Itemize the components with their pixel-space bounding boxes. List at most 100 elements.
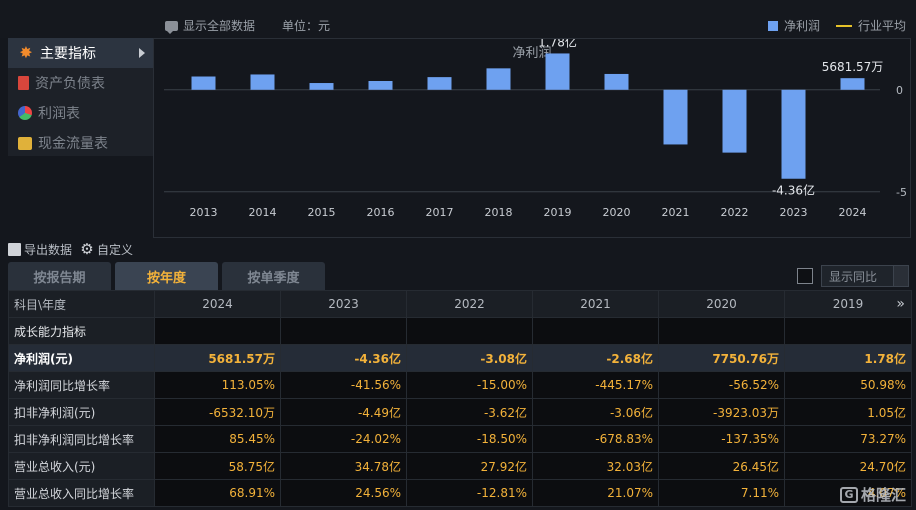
table-cell: 21.07% (532, 479, 659, 507)
table-cell: -3923.03万 (658, 398, 785, 426)
bar-chart-svg: 0 -5 净利润 2013 2014 2015 2016 2017 2018 2019 2020 20… (164, 34, 907, 248)
x-tick-label: 2018 (485, 206, 513, 219)
show-yoy-label: 显示同比 (829, 269, 878, 284)
star-icon: ✸ (19, 43, 33, 62)
table-cell: 85.45% (154, 425, 281, 453)
column-header[interactable]: 2022 (406, 290, 533, 318)
table-cell: -24.02% (280, 425, 407, 453)
chart-legend: 净利润 行业平均 (767, 17, 906, 34)
show-all-data-label: 显示全部数据 (183, 19, 256, 33)
row-label: 扣非净利润(元) (8, 398, 155, 426)
x-tick-label: 2013 (190, 206, 218, 219)
y-tick-label: 0 (896, 84, 903, 97)
column-header-label: 2019 (832, 297, 864, 311)
tab-by-report-period[interactable]: 按报告期 (8, 262, 111, 290)
table-cell: -4.49亿 (280, 398, 407, 426)
table-cell: 5681.57万 (154, 344, 281, 372)
table-cell (658, 317, 785, 345)
x-tick-label: 2022 (721, 206, 749, 219)
table-row: 营业总收入(元) 58.75亿 34.78亿 27.92亿 32.03亿 26.45亿 24… (8, 452, 912, 480)
table-cell: 27.92亿 (406, 452, 533, 480)
document-icon (18, 76, 29, 90)
export-icon (8, 242, 21, 256)
tab-by-year[interactable]: 按年度 (115, 262, 218, 290)
table-cell: -3.06亿 (532, 398, 659, 426)
table-cell: -2.68亿 (532, 344, 659, 372)
bar (781, 89, 806, 179)
bar (486, 68, 511, 90)
legend-bar-swatch (767, 20, 778, 31)
table-cell: -18.50% (406, 425, 533, 453)
table-cell: 1.05亿 (784, 398, 912, 426)
export-data-button[interactable]: 导出数据 (8, 241, 72, 258)
net-profit-chart: 0 -5 净利润 2013 2014 2015 2016 2017 2018 2019 2020 20… (153, 34, 911, 248)
sidebar-item-income-statement[interactable]: 利润表 (8, 98, 153, 128)
sidebar-item-cash-flow[interactable]: 现金流量表 (8, 128, 153, 158)
x-tick-label: 2021 (662, 206, 690, 219)
financial-table: 科目\年度 2024 2023 2022 2021 2020 2019 » 成长… (8, 290, 912, 507)
row-label: 净利润(元) (8, 344, 155, 372)
customize-button[interactable]: ⚙ 自定义 (80, 241, 133, 258)
export-label: 导出数据 (24, 242, 73, 257)
yoy-checkbox[interactable] (797, 268, 813, 284)
table-cell: 32.03亿 (532, 452, 659, 480)
tab-by-quarter[interactable]: 按单季度 (222, 262, 325, 290)
table-row: 净利润同比增长率 113.05% -41.56% -15.00% -445.17% -56… (8, 371, 912, 399)
show-yoy-dropdown[interactable]: 显示同比 (821, 265, 909, 287)
sidebar-item-main-indicators[interactable]: ✸ 主要指标 (8, 38, 153, 68)
row-label: 扣非净利润同比增长率 (8, 425, 155, 453)
double-chevron-right-icon[interactable]: » (896, 296, 905, 312)
sidebar-item-label: 利润表 (38, 106, 80, 122)
table-cell (154, 317, 281, 345)
sidebar-item-label: 主要指标 (40, 46, 96, 62)
watermark-text: 格隆汇 (861, 486, 907, 504)
chevron-right-icon (139, 48, 145, 58)
x-tick-label: 2023 (780, 206, 808, 219)
legend-line-swatch (835, 24, 852, 27)
column-header[interactable]: 2020 (658, 290, 785, 318)
data-label: -4.36亿 (772, 183, 815, 198)
x-tick-label: 2014 (249, 206, 277, 219)
logo-icon: G (840, 486, 858, 503)
gear-icon: ⚙ (80, 240, 94, 258)
table-row: 净利润(元) 5681.57万 -4.36亿 -3.08亿 -2.68亿 7750.76万… (8, 344, 912, 372)
bar (604, 73, 629, 90)
table-cell: -41.56% (280, 371, 407, 399)
data-label: 1.78亿 (538, 39, 577, 49)
column-header[interactable]: 2019 » (784, 290, 912, 318)
table-cell: 4.07% (784, 479, 912, 507)
table-cell: -678.83% (532, 425, 659, 453)
x-tick-label: 2019 (544, 206, 572, 219)
yoy-controls: 显示同比 (797, 265, 909, 287)
header-label: 科目\年度 (8, 290, 155, 318)
sidebar-item-label: 资产负债表 (35, 76, 105, 92)
table-cell: -12.81% (406, 479, 533, 507)
bar (427, 77, 452, 90)
section-row: 成长能力指标 (8, 317, 912, 345)
watermark-logo: G 格隆汇 (840, 484, 906, 505)
show-all-data-button[interactable]: 显示全部数据 (165, 17, 255, 34)
table-cell: -6532.10万 (154, 398, 281, 426)
table-row: 扣非净利润同比增长率 85.45% -24.02% -18.50% -678.83% -1… (8, 425, 912, 453)
comment-icon (165, 20, 178, 34)
table-cell (406, 317, 533, 345)
column-header[interactable]: 2021 (532, 290, 659, 318)
top-toolbar: 显示全部数据 单位：元 净利润 行业平均 (0, 0, 916, 38)
y-tick-label: -5 (896, 186, 907, 199)
dropdown-handle[interactable] (893, 265, 909, 287)
table-cell: 68.91% (154, 479, 281, 507)
table-cell: -445.17% (532, 371, 659, 399)
table-cell: -137.35% (658, 425, 785, 453)
table-header-row: 科目\年度 2024 2023 2022 2021 2020 2019 » (8, 290, 912, 318)
table-cell: 58.75亿 (154, 452, 281, 480)
table-cell: -4.36亿 (280, 344, 407, 372)
legend-bar-label: 净利润 (783, 19, 820, 33)
period-tabs: 按报告期 按年度 按单季度 (8, 262, 325, 290)
sidebar-item-balance-sheet[interactable]: 资产负债表 (8, 68, 153, 98)
column-header[interactable]: 2024 (154, 290, 281, 318)
sidebar-nav: ✸ 主要指标 资产负债表 利润表 现金流量表 (8, 38, 153, 156)
column-header[interactable]: 2023 (280, 290, 407, 318)
bar (368, 80, 393, 90)
customize-label: 自定义 (97, 242, 134, 257)
unit-label: 单位：元 (282, 19, 331, 33)
